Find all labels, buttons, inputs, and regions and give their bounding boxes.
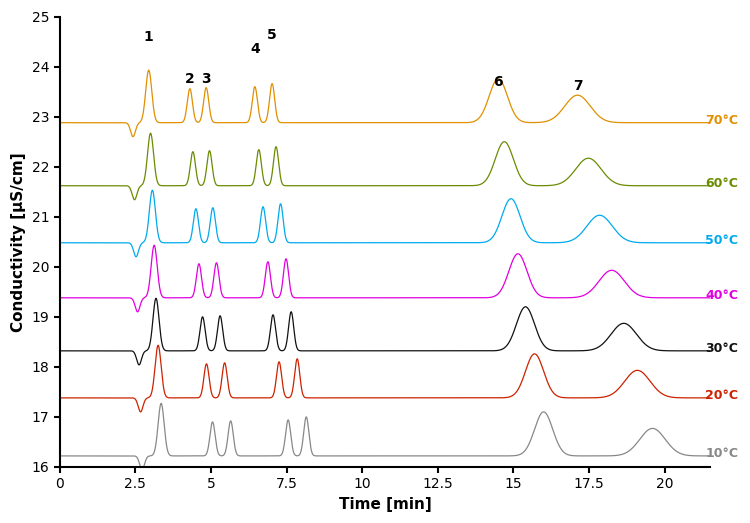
Text: 30°C: 30°C [706,343,738,355]
Text: 5: 5 [267,28,277,42]
Text: 6: 6 [494,75,503,89]
Text: 60°C: 60°C [706,177,738,190]
Text: 4: 4 [250,42,259,55]
Text: 3: 3 [201,72,211,86]
Text: 2: 2 [185,72,195,86]
Text: 40°C: 40°C [706,289,739,302]
Y-axis label: Conductivity [µS/cm]: Conductivity [µS/cm] [11,152,26,332]
Text: 50°C: 50°C [706,234,739,247]
Text: 70°C: 70°C [706,114,739,127]
Text: 20°C: 20°C [706,389,739,402]
Text: 1: 1 [144,30,154,44]
Text: 10°C: 10°C [706,447,739,460]
Text: 7: 7 [573,78,582,93]
X-axis label: Time [min]: Time [min] [338,497,431,512]
